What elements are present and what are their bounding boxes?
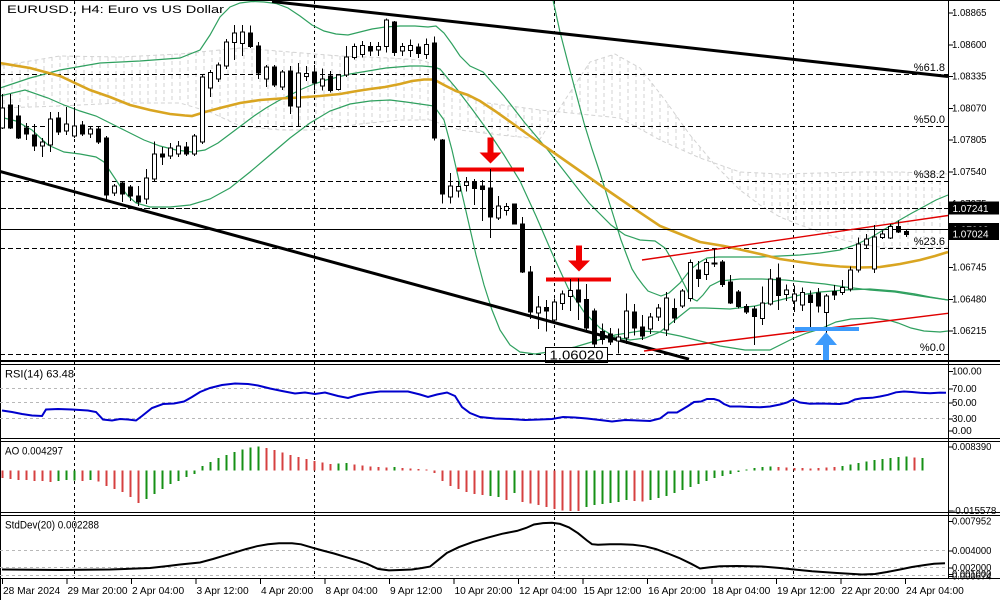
svg-text:StdDev(20) 0.002288: StdDev(20) 0.002288	[5, 520, 99, 532]
svg-text:1.07024: 1.07024	[953, 229, 989, 241]
svg-text:10 Apr 20:00: 10 Apr 20:00	[455, 586, 513, 597]
svg-text:3 Apr 12:00: 3 Apr 12:00	[197, 586, 249, 597]
svg-text:1.07805: 1.07805	[952, 135, 987, 146]
svg-text:1.08600: 1.08600	[952, 40, 987, 51]
svg-text:%50.0: %50.0	[914, 114, 945, 126]
svg-text:16 Apr 20:00: 16 Apr 20:00	[648, 586, 706, 597]
svg-text:%0.0: %0.0	[920, 342, 945, 354]
svg-text:22 Apr 20:00: 22 Apr 20:00	[842, 586, 900, 597]
svg-text:1.06020: 1.06020	[550, 349, 604, 363]
svg-text:0.00: 0.00	[952, 426, 972, 437]
svg-text:1.08865: 1.08865	[952, 8, 987, 19]
svg-text:100.00: 100.00	[952, 367, 982, 378]
svg-text:8 Apr 04:00: 8 Apr 04:00	[326, 586, 378, 597]
svg-text:1.06480: 1.06480	[952, 294, 987, 305]
svg-text:%61.8: %61.8	[914, 62, 945, 74]
svg-text:0.000674: 0.000674	[952, 571, 992, 582]
svg-text:1.06745: 1.06745	[952, 263, 987, 274]
svg-text:19 Apr 12:00: 19 Apr 12:00	[777, 586, 835, 597]
svg-text:1.06215: 1.06215	[952, 326, 987, 337]
svg-text:AO 0.004297: AO 0.004297	[5, 446, 63, 458]
svg-text:1.07241: 1.07241	[953, 203, 989, 215]
svg-text:0.007952: 0.007952	[952, 516, 992, 527]
svg-text:29 Mar 20:00: 29 Mar 20:00	[68, 586, 128, 597]
svg-text:EURUSD., H4: Euro vs US Dollar: EURUSD., H4: Euro vs US Dollar	[7, 4, 224, 16]
svg-text:1.07540: 1.07540	[952, 167, 987, 178]
svg-text:0.004000: 0.004000	[952, 546, 992, 557]
svg-text:12 Apr 04:00: 12 Apr 04:00	[519, 586, 577, 597]
svg-text:1.08335: 1.08335	[952, 72, 987, 83]
svg-text:15 Apr 12:00: 15 Apr 12:00	[584, 586, 642, 597]
svg-text:-0.015578: -0.015578	[952, 506, 997, 517]
svg-text:28 Mar 2024: 28 Mar 2024	[3, 586, 61, 597]
svg-text:%38.2: %38.2	[914, 169, 945, 181]
svg-text:18 Apr 04:00: 18 Apr 04:00	[713, 586, 771, 597]
svg-text:%23.6: %23.6	[914, 236, 945, 248]
svg-text:1.08070: 1.08070	[952, 103, 987, 114]
svg-text:9 Apr 12:00: 9 Apr 12:00	[390, 586, 442, 597]
svg-text:0.008390: 0.008390	[952, 442, 992, 453]
svg-text:50.00: 50.00	[952, 398, 977, 409]
svg-text:0.002000: 0.002000	[952, 563, 992, 574]
svg-text:4 Apr 20:00: 4 Apr 20:00	[261, 586, 313, 597]
svg-text:24 Apr 04:00: 24 Apr 04:00	[906, 586, 964, 597]
svg-text:0.001000: 0.001000	[952, 570, 992, 581]
svg-text:RSI(14) 63.48: RSI(14) 63.48	[5, 369, 74, 381]
svg-text:2 Apr 04:00: 2 Apr 04:00	[132, 586, 184, 597]
svg-text:30.00: 30.00	[952, 414, 977, 425]
svg-text:70.00: 70.00	[952, 384, 977, 395]
